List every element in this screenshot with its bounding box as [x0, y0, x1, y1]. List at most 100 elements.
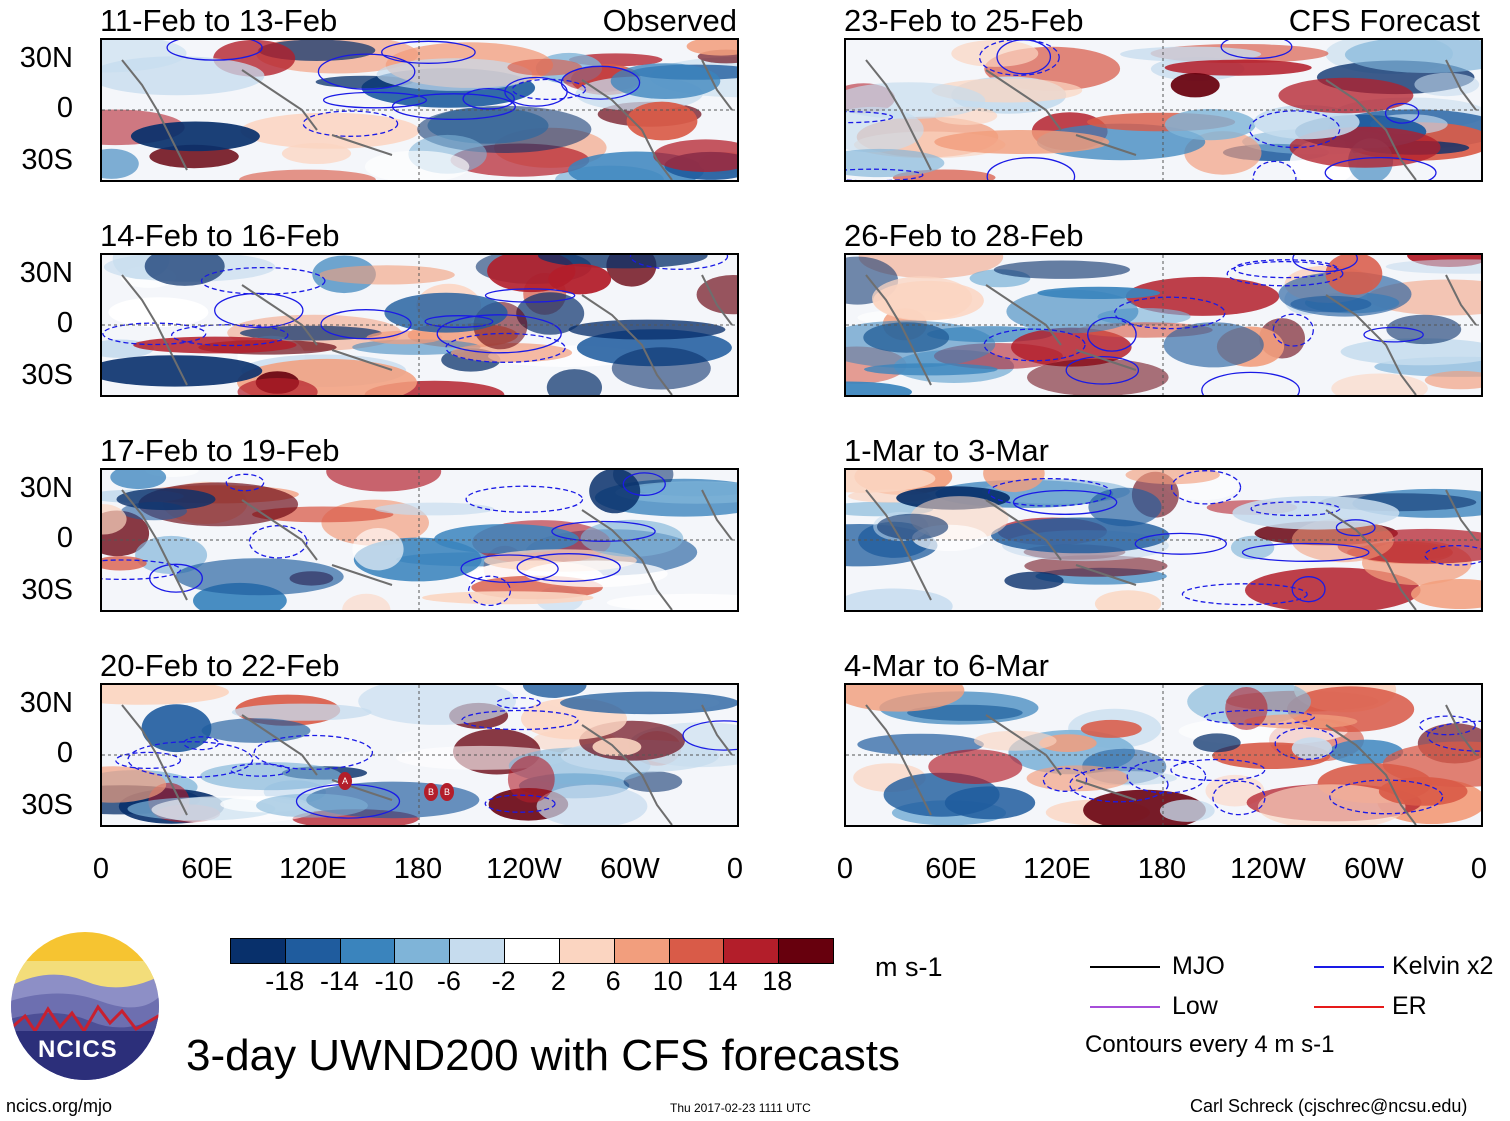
footer-timestamp: Thu 2017-02-23 1111 UTC: [670, 1101, 811, 1115]
anomaly-blob: [592, 737, 642, 756]
map-panel: [100, 683, 739, 827]
contour-line: [1292, 255, 1358, 273]
anomaly-blob: [240, 112, 420, 149]
colorbar-swatch: [450, 939, 506, 963]
anomaly-blob: [319, 265, 455, 285]
coastline: [1075, 564, 1137, 586]
anomaly-blob: [516, 292, 585, 335]
coastline: [701, 274, 733, 326]
contour-line: [214, 292, 304, 329]
colorbar-swatch: [505, 939, 560, 963]
anomaly-blob: [983, 470, 1045, 493]
map-svg: [846, 470, 1481, 610]
contour-line: [465, 485, 584, 513]
coastline: [331, 564, 393, 586]
anomaly-blob: [1170, 73, 1220, 98]
anomaly-blob: [993, 260, 1130, 279]
anomaly-blob: [560, 691, 737, 715]
storm-marker-a: A: [338, 772, 352, 790]
lon-label: 60W: [1344, 853, 1404, 885]
colorbar-tick-label: 6: [605, 966, 621, 996]
lat-label: 30N: [19, 42, 73, 74]
colorbar-tick-label: -10: [374, 966, 414, 996]
lat-label: 0: [56, 737, 73, 769]
anomaly-blob: [606, 593, 737, 610]
anomaly-blob: [546, 369, 602, 395]
map-panel: [100, 253, 739, 397]
anomaly-blob: [102, 355, 263, 387]
anomaly-blob: [1411, 579, 1481, 609]
anomaly-blob: [256, 793, 368, 818]
contour-line: [1252, 160, 1297, 180]
anomaly-blob: [951, 40, 1039, 67]
colorbar-tick-label: -14: [319, 966, 359, 996]
ncics-logo[interactable]: [10, 931, 160, 1081]
anomaly-blob: [877, 513, 949, 540]
anomaly-blob: [116, 488, 216, 511]
anomaly-blob: [846, 588, 953, 610]
colorbar-swatch: [779, 939, 833, 963]
contour-line: [988, 477, 1112, 507]
coastline: [865, 489, 932, 601]
colorbar-units: m s-1: [875, 952, 943, 982]
anomaly-blob: [366, 330, 443, 345]
contour-line: [320, 309, 412, 340]
anomaly-blob: [102, 504, 127, 535]
map-svg: [102, 685, 737, 825]
coastline: [331, 349, 393, 371]
coastline: [985, 499, 1062, 561]
contour-line: [846, 168, 924, 180]
contour-line: [1181, 583, 1308, 606]
anomaly-blob: [326, 470, 442, 492]
lon-label: 180: [393, 853, 443, 885]
legend-label-kelvin: Kelvin x2: [1392, 952, 1494, 980]
footer-url[interactable]: ncics.org/mjo: [6, 1096, 113, 1116]
panel-title-fcst-3: 1-Mar to 3-Mar: [844, 433, 1049, 468]
anomaly-blob: [1244, 714, 1358, 729]
anomaly-blob: [384, 292, 508, 333]
colorbar-swatch: [285, 939, 341, 963]
coastline: [1445, 704, 1477, 756]
anomaly-blob: [1164, 109, 1256, 141]
contour-line: [484, 288, 576, 303]
coastline: [241, 284, 318, 346]
map-panel: [844, 468, 1483, 612]
coastline: [701, 489, 733, 541]
anomaly-blob: [1344, 40, 1481, 73]
colorbar-swatch: [340, 939, 396, 963]
coastline: [1075, 134, 1137, 156]
anomaly-blob: [1159, 799, 1215, 822]
lon-label: 0: [836, 853, 854, 885]
colorbar-swatch: [724, 939, 780, 963]
coastline: [865, 274, 932, 386]
anomaly-blob: [623, 771, 683, 793]
legend-label-low: Low: [1172, 992, 1218, 1020]
colorbar-tick-label: 2: [550, 966, 566, 996]
legend-contour-note: Contours every 4 m s-1: [1085, 1031, 1335, 1058]
map-svg: [846, 255, 1481, 395]
lat-label: 30S: [21, 144, 73, 176]
contour-line: [629, 255, 729, 270]
contour-line: [1427, 720, 1481, 752]
anomaly-blob: [507, 755, 555, 803]
coastline: [581, 724, 673, 825]
anomaly-blob: [1278, 77, 1414, 114]
coastline: [1325, 79, 1417, 180]
contour-line: [1250, 501, 1341, 517]
map-svg: [102, 40, 737, 180]
coastline: [701, 704, 733, 756]
anomaly-blob: [1125, 276, 1280, 316]
anomaly-blob: [1232, 496, 1400, 530]
contour-line: [460, 554, 559, 584]
anomaly-blob: [991, 517, 1170, 554]
colorbar-swatch: [669, 939, 725, 963]
contour-line: [1201, 371, 1301, 395]
map-panel: [844, 683, 1483, 827]
lon-label: 60W: [600, 853, 660, 885]
contour-line: [322, 91, 428, 109]
map-svg: [846, 40, 1481, 180]
anomaly-blob: [568, 319, 726, 340]
contour-line: [551, 520, 656, 542]
map-panel: [844, 253, 1483, 397]
coastline: [701, 59, 733, 111]
